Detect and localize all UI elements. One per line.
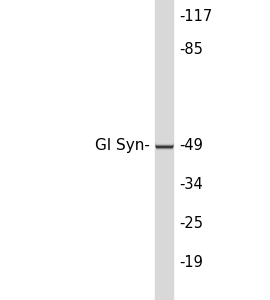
Bar	[156, 149, 172, 150]
Text: Gl Syn-: Gl Syn-	[95, 138, 150, 153]
Bar	[156, 143, 172, 144]
Bar	[156, 144, 172, 145]
Bar	[156, 142, 172, 143]
Bar	[155, 0, 173, 300]
Bar	[156, 143, 172, 144]
Text: -117: -117	[180, 9, 213, 24]
Bar	[156, 148, 172, 149]
Bar	[156, 147, 172, 148]
Bar	[156, 141, 172, 142]
Text: -85: -85	[180, 42, 203, 57]
Text: -34: -34	[180, 177, 203, 192]
Bar	[156, 143, 172, 144]
Bar	[156, 148, 172, 149]
Bar	[156, 147, 172, 148]
Bar	[156, 146, 172, 147]
Text: -19: -19	[180, 255, 203, 270]
Bar	[156, 141, 172, 142]
Bar	[156, 142, 172, 143]
Text: -49: -49	[180, 138, 203, 153]
Bar	[156, 146, 172, 147]
Text: -25: -25	[180, 216, 204, 231]
Bar	[156, 144, 172, 145]
Bar	[156, 141, 172, 142]
Bar	[156, 145, 172, 146]
Bar	[156, 145, 172, 146]
